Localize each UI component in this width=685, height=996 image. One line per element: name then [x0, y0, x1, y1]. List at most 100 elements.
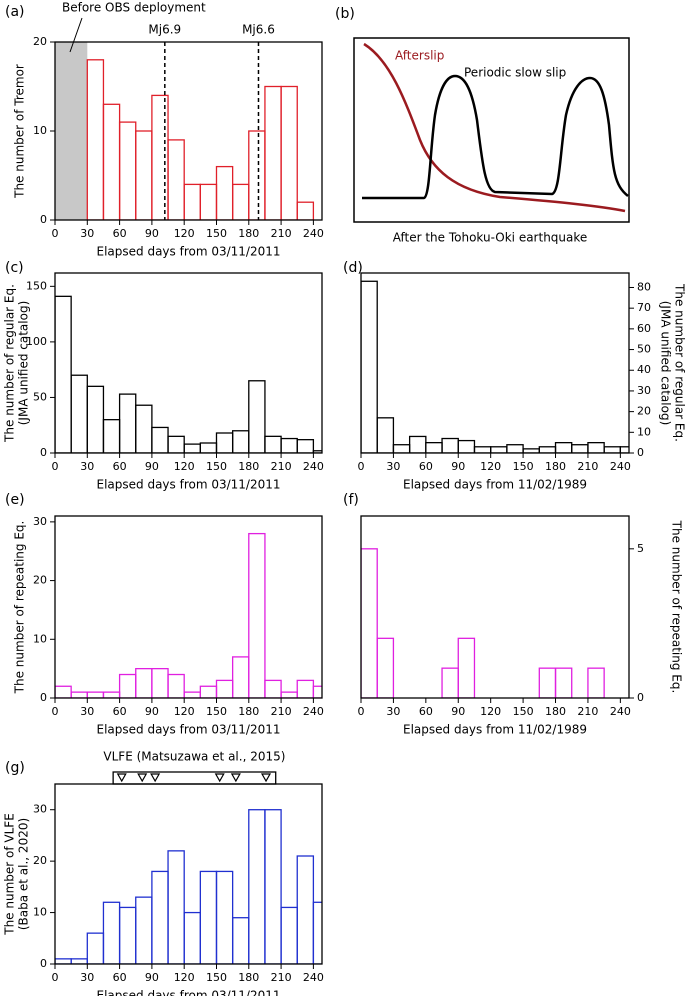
x-tick-label: 120 — [174, 227, 195, 240]
axes-frame — [54, 41, 323, 221]
bar — [457, 439, 476, 453]
bar — [135, 896, 153, 964]
bar — [135, 130, 153, 220]
bar — [151, 870, 169, 964]
schematic-caption: After the Tohoku-Oki earthquake — [393, 231, 588, 245]
bar — [55, 295, 72, 453]
vlfe-marker — [137, 773, 148, 783]
x-tick-label: 180 — [238, 971, 259, 984]
x-tick-label: 0 — [52, 460, 59, 473]
bar — [102, 691, 121, 698]
y-tick-label: 0 — [40, 446, 47, 459]
x-tick-label: 180 — [238, 460, 259, 473]
y-tick-label: 20 — [637, 405, 651, 418]
bar — [280, 906, 298, 964]
bar — [361, 548, 378, 698]
panel-label: (g) — [5, 760, 25, 776]
panel-label: (b) — [335, 6, 355, 22]
y-axis-label: The number of repeating Eq. — [13, 521, 27, 695]
bar — [231, 183, 250, 220]
y-tick-label: 0 — [40, 213, 47, 226]
x-axis-label: Elapsed days from 11/02/1989 — [403, 478, 587, 492]
bar — [280, 437, 298, 453]
x-tick-label: 240 — [610, 705, 631, 718]
bar — [151, 667, 169, 698]
bar — [248, 380, 266, 453]
bar — [215, 679, 234, 698]
bar — [264, 809, 282, 964]
bar — [118, 906, 137, 964]
x-tick-label: 180 — [238, 705, 259, 718]
bar — [587, 667, 605, 698]
x-tick-label: 210 — [271, 705, 292, 718]
x-tick-label: 30 — [80, 227, 94, 240]
bar — [199, 870, 218, 964]
bar — [102, 103, 121, 220]
bar — [118, 393, 137, 453]
bar — [490, 446, 508, 453]
x-axis-label: Elapsed days from 03/11/2011 — [97, 245, 281, 259]
y-tick-label: 100 — [26, 335, 47, 348]
y-tick-label: 40 — [637, 363, 651, 376]
y-tick-label: 0 — [40, 691, 47, 704]
x-tick-label: 0 — [52, 705, 59, 718]
bar — [248, 532, 266, 698]
y-tick-label: 80 — [637, 280, 651, 293]
axes-frame — [54, 272, 323, 454]
y-tick-label: 30 — [33, 515, 47, 528]
x-tick-label: 120 — [174, 971, 195, 984]
bar — [571, 444, 589, 453]
bar — [102, 419, 121, 453]
y-axis-label: The number of regular Eq. — [673, 283, 685, 442]
y-axis-label: The number of regular Eq. — [3, 284, 17, 443]
y-tick-label: 150 — [26, 279, 47, 292]
x-tick-label: 210 — [577, 705, 598, 718]
y-tick-label: 10 — [33, 124, 47, 137]
bar — [55, 958, 72, 964]
slow-slip-curve — [362, 74, 629, 200]
y-tick-label: 30 — [33, 803, 47, 816]
plot-area — [55, 809, 322, 964]
x-axis-label: Elapsed days from 03/11/2011 — [97, 478, 281, 492]
y-tick-label: 20 — [33, 574, 47, 587]
schematic-frame — [353, 37, 630, 223]
y-tick-label: 0 — [637, 691, 644, 704]
shaded-region — [55, 42, 88, 220]
y-tick-label: 0 — [40, 957, 47, 970]
bar — [86, 932, 105, 964]
y-tick-label: 10 — [33, 906, 47, 919]
bar — [280, 691, 298, 698]
bar — [441, 667, 459, 698]
panel-label: (e) — [5, 492, 25, 508]
bar — [118, 673, 137, 698]
annotation-pointer — [69, 17, 83, 53]
bar — [425, 442, 443, 453]
bar — [361, 280, 378, 453]
y-tick-label: 20 — [33, 854, 47, 867]
bar — [55, 685, 72, 698]
bar — [264, 435, 282, 453]
bar — [248, 809, 266, 964]
bar — [587, 442, 605, 453]
bar — [264, 679, 282, 698]
x-tick-label: 60 — [113, 705, 127, 718]
x-tick-label: 0 — [52, 227, 59, 240]
x-tick-label: 120 — [480, 460, 501, 473]
bar — [473, 446, 492, 453]
x-tick-label: 60 — [419, 705, 433, 718]
x-tick-label: 30 — [80, 971, 94, 984]
bar — [183, 911, 201, 964]
y-tick-label: 50 — [33, 390, 47, 403]
bar — [199, 685, 218, 698]
y-axis-label: The number of VLFE — [3, 813, 17, 936]
y-axis-label: The number of Tremor — [13, 64, 27, 199]
bar — [506, 444, 524, 453]
bar — [199, 442, 218, 453]
plot-area — [55, 295, 322, 453]
bar — [603, 446, 622, 453]
y-axis-label: The number of repeating Eq. — [670, 520, 684, 694]
x-tick-label: 30 — [386, 460, 400, 473]
axes-frame — [54, 783, 323, 965]
bar — [408, 435, 427, 453]
y-tick-label: 0 — [637, 446, 644, 459]
